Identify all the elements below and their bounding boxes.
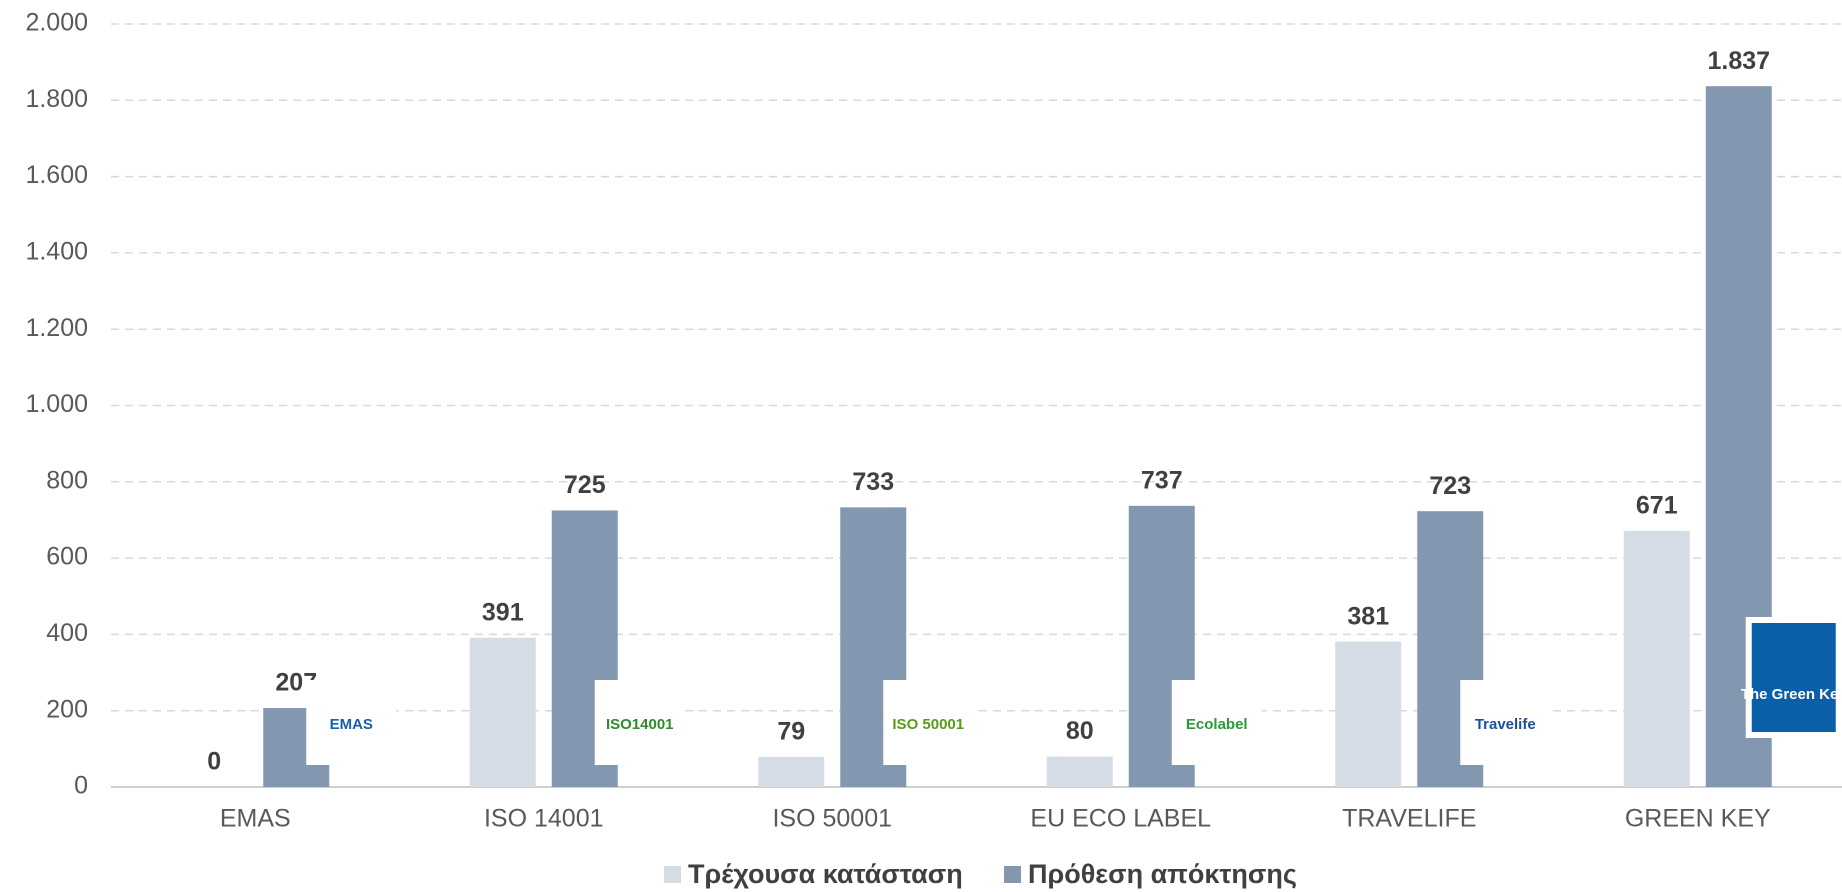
legend: Τρέχουσα κατάσταση Πρόθεση απόκτησης <box>664 859 1297 889</box>
bar <box>469 637 536 787</box>
x-tick-label: ISO 50001 <box>772 805 892 833</box>
data-label: 0 <box>207 748 221 776</box>
y-tick-label: 200 <box>46 695 88 723</box>
bar <box>1046 756 1113 787</box>
logo-box <box>1745 617 1842 738</box>
data-label: 1.837 <box>1707 47 1770 75</box>
legend-swatch <box>1004 866 1021 883</box>
y-tick-label: 1.200 <box>25 314 88 342</box>
data-label: 723 <box>1429 472 1471 500</box>
y-tick-label: 400 <box>46 619 88 647</box>
x-tick-label: TRAVELIFE <box>1342 805 1476 833</box>
logo: ISO 50001 <box>883 680 974 765</box>
y-tick-label: 600 <box>46 543 88 571</box>
logo-box <box>1171 680 1262 765</box>
logo: The Green Key <box>1741 617 1842 738</box>
logo-text: ISO14001 <box>606 716 674 733</box>
y-tick-label: 0 <box>74 772 88 800</box>
data-label: 733 <box>852 468 894 496</box>
logo: Ecolabel <box>1171 680 1262 765</box>
y-tick-label: 2.000 <box>25 9 88 37</box>
logo: EMAS <box>306 680 397 765</box>
legend-label: Πρόθεση απόκτησης <box>1028 859 1297 889</box>
y-tick-label: 1.000 <box>25 390 88 418</box>
data-label: 737 <box>1141 466 1183 494</box>
logo-box <box>594 680 685 765</box>
x-tick-label: EMAS <box>220 805 291 833</box>
data-label: 381 <box>1347 602 1389 630</box>
legend-label: Τρέχουσα κατάσταση <box>688 859 963 889</box>
logo-text: EMAS <box>330 716 373 733</box>
bar <box>1335 641 1402 787</box>
logo-text: The Green Key <box>1741 686 1842 703</box>
y-tick-label: 1.600 <box>25 161 88 189</box>
logo-text: ISO 50001 <box>892 716 964 733</box>
logo: ISO14001 <box>594 680 685 765</box>
y-tick-label: 800 <box>46 466 88 494</box>
logo-box <box>883 680 974 765</box>
y-tick-label: 1.400 <box>25 238 88 266</box>
bar <box>1623 531 1690 787</box>
logo-text: Ecolabel <box>1186 716 1248 733</box>
y-tick-label: 1.800 <box>25 85 88 113</box>
logo: Travelife <box>1460 680 1551 765</box>
x-tick-label: EU ECO LABEL <box>1030 805 1211 833</box>
data-label: 80 <box>1066 717 1094 745</box>
legend-swatch <box>664 866 681 883</box>
logo-text: Travelife <box>1475 716 1536 733</box>
data-label: 671 <box>1636 492 1678 520</box>
x-tick-label: ISO 14001 <box>484 805 604 833</box>
logo-box <box>1460 680 1551 765</box>
logo-box <box>306 680 397 765</box>
bar <box>758 756 825 787</box>
data-label: 79 <box>777 717 805 745</box>
data-label: 725 <box>564 471 606 499</box>
x-tick-label: GREEN KEY <box>1625 805 1771 833</box>
data-label: 391 <box>482 598 524 626</box>
